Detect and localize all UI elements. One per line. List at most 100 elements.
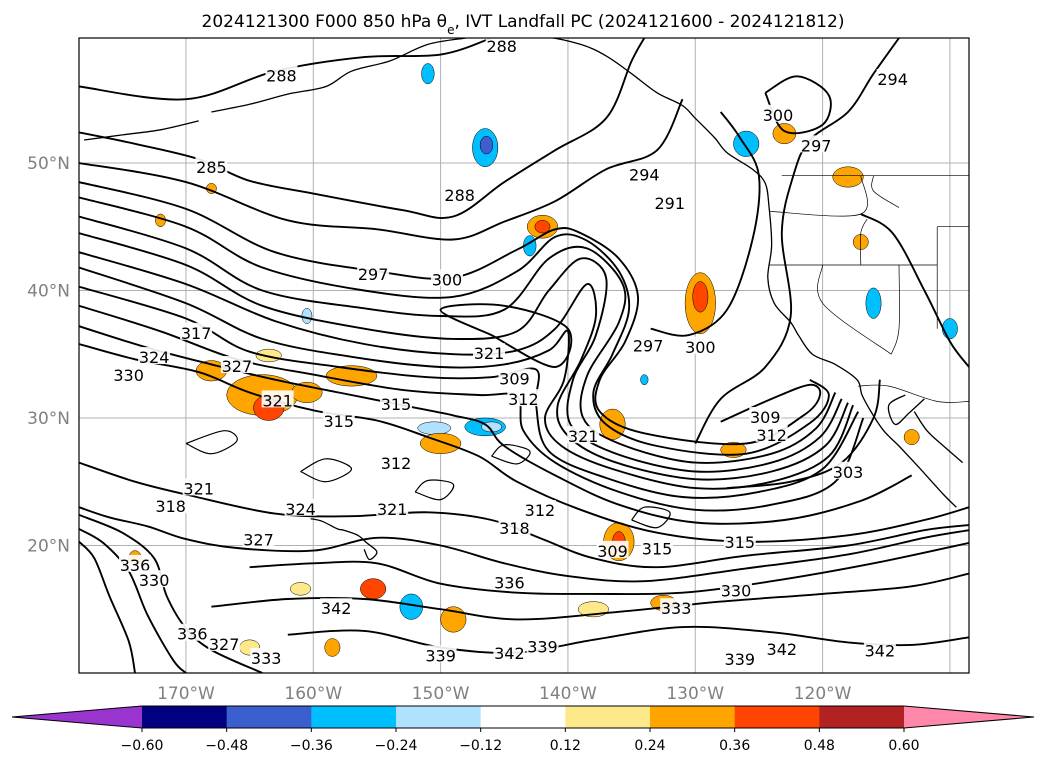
contour-label: 339 [527, 637, 558, 656]
colorbar-tick-label: 0.24 [634, 738, 665, 754]
contour-label-halo [567, 426, 600, 444]
contour-label-halo [443, 185, 476, 203]
contour-label-halo [380, 394, 413, 412]
contour-label-halo [265, 65, 298, 83]
contour-label: 309 [499, 370, 530, 389]
colorbar-segment [396, 706, 482, 728]
contour-label: 324 [139, 348, 170, 367]
ivt-shading-patch [903, 429, 920, 446]
contour-label: 294 [877, 70, 908, 89]
contour-label: 321 [474, 344, 505, 363]
theta-e-contour [694, 38, 900, 444]
coastline [491, 38, 957, 508]
ivt-shading-patch [942, 318, 958, 340]
colorbar-tick-label: 0.48 [804, 738, 835, 754]
contour-label-halo [493, 642, 526, 660]
latitude-labels: 50°N 40°N 30°N 20°N [27, 154, 70, 557]
colorbar: −0.60 −0.48 −0.36 −0.24 −0.12 0.12 0.24 0.36 0.4… [11, 705, 1035, 754]
ivt-shading-patch [324, 638, 341, 657]
contour-label: 309 [597, 542, 628, 561]
contour-label: 297 [358, 265, 389, 284]
contour-label-halo [380, 452, 413, 470]
contour-label-halo [684, 336, 717, 354]
state-border [817, 264, 892, 355]
latitude-label: 20°N [27, 536, 70, 556]
contour-label: 330 [113, 366, 144, 385]
contour-label: 300 [685, 338, 716, 357]
contour-label-halo [493, 572, 526, 590]
state-border [858, 384, 969, 403]
contour-label-halo [284, 498, 317, 516]
contour-label-halo [876, 69, 909, 87]
contour-label: 288 [266, 66, 297, 85]
ivt-shading-patch [865, 287, 882, 319]
ivt-shading-patch [692, 281, 709, 313]
contour-label-halo [762, 104, 795, 122]
contour-label: 291 [655, 194, 686, 213]
theta-e-contour [79, 528, 187, 673]
contour-label-halo [507, 389, 540, 407]
state-border [859, 218, 868, 266]
longitude-label: 130°W [666, 684, 724, 704]
latitude-label: 30°N [27, 409, 70, 429]
contour-label: 297 [633, 337, 664, 356]
contour-label-halo [498, 368, 531, 386]
contour-label: 312 [525, 501, 556, 520]
contour-label: 300 [763, 106, 794, 125]
ivt-shading-patch [534, 220, 551, 234]
contour-label: 317 [181, 324, 212, 343]
contour-label-halo [632, 335, 665, 353]
latitude-label: 40°N [27, 281, 70, 301]
contour-label: 318 [499, 519, 530, 538]
contour-label: 321 [568, 427, 599, 446]
theta-e-contour [631, 506, 671, 529]
figure-title: 2024121300 F000 850 hPa θe, IVT Landfall… [202, 12, 845, 37]
state-border [890, 264, 900, 355]
coastline [211, 38, 467, 113]
theta-e-contour [79, 181, 822, 446]
contour-label: 333 [661, 599, 692, 618]
colorbar-tick-label: −0.60 [121, 738, 164, 754]
contour-label-halo [723, 649, 756, 667]
contour-label: 342 [767, 640, 798, 659]
longitude-label: 160°W [284, 684, 342, 704]
contour-label-halo [430, 269, 463, 287]
theta-e-contour [79, 196, 830, 456]
ivt-shading-patch [417, 421, 452, 435]
contour-label: 315 [642, 539, 673, 558]
contour-label: 312 [756, 426, 787, 445]
contour-label-halo [119, 554, 152, 572]
ivt-shading-patch [290, 582, 311, 596]
coastline [887, 394, 925, 426]
contour-label-halo [526, 636, 559, 654]
contour-label: 336 [494, 574, 525, 593]
colorbar-segment [819, 706, 905, 728]
contour-label-halo [180, 322, 213, 340]
contour-label-halo [220, 355, 253, 373]
map-frame [78, 37, 970, 674]
contour-label-halo [800, 135, 833, 153]
colorbar-tick-label: −0.12 [459, 738, 502, 754]
theta-e-contour [79, 38, 492, 101]
contour-label-halo [723, 531, 756, 549]
contour-label-halo [472, 343, 505, 361]
contour-label-halo [138, 347, 171, 365]
theta-e-contour [79, 98, 684, 241]
contour-label-halo [498, 517, 531, 535]
contour-label: 294 [629, 166, 660, 185]
colorbar-segment [734, 706, 820, 728]
contour-label: 303 [833, 463, 864, 482]
colorbar-segment [480, 706, 566, 728]
contour-label: 342 [865, 641, 896, 660]
contour-label: 333 [251, 649, 282, 668]
contour-label: 339 [425, 646, 456, 665]
contour-label-halo [138, 570, 171, 588]
contour-label: 288 [486, 37, 517, 56]
theta-e-contour [79, 541, 136, 673]
theta-e-contour [414, 479, 455, 501]
contour-label: 342 [494, 644, 525, 663]
contour-label: 318 [155, 497, 186, 516]
contour-label-halo [765, 639, 798, 657]
coastline [84, 120, 199, 141]
